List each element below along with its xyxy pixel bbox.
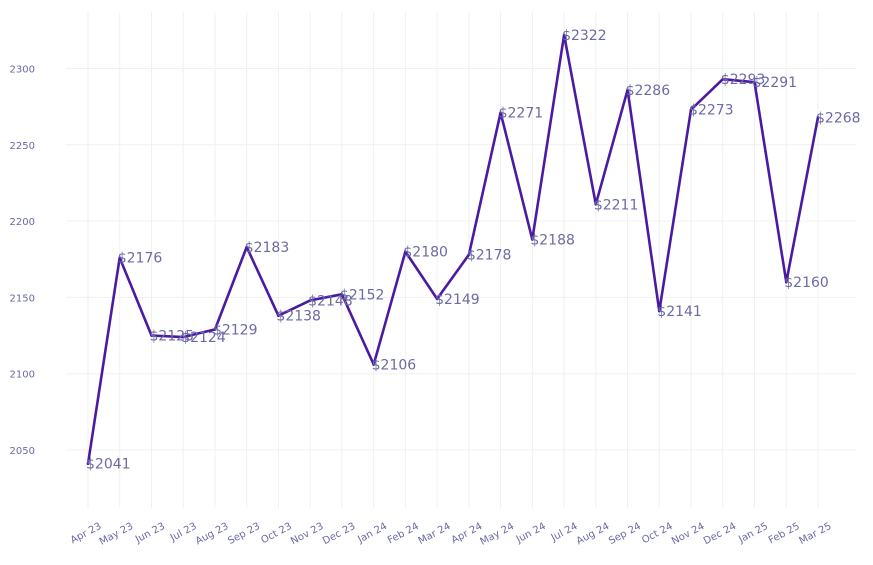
data-point [308, 299, 312, 302]
x-tick-label: Apr 23 [69, 521, 103, 546]
data-label: $2106 [372, 358, 417, 374]
data-point [689, 108, 693, 111]
x-tick-label: Oct 24 [640, 521, 674, 546]
data-label: $2178 [467, 248, 512, 264]
data-point [340, 293, 344, 296]
data-label: $2268 [816, 110, 861, 126]
data-label: $2291 [753, 75, 798, 91]
data-point [753, 80, 756, 84]
x-tick-label: Sep 24 [607, 521, 643, 547]
data-point [181, 335, 185, 339]
data-point [245, 245, 248, 249]
data-point [150, 334, 153, 337]
y-tick-label: 2300 [10, 64, 35, 75]
data-point [531, 238, 534, 241]
data-labels: $2041 $2176 $2125$2124$2129 $2183 $2138$2148… [86, 28, 861, 473]
x-tick-label: May 24 [479, 521, 516, 548]
x-tick-label: May 23 [98, 521, 135, 548]
data-point [816, 116, 820, 119]
data-label: $2176 [118, 251, 163, 267]
y-tick-label: 2050 [10, 446, 35, 457]
data-label: $2129 [213, 322, 258, 338]
x-tick-label: Sep 23 [226, 521, 262, 547]
data-point [721, 77, 725, 81]
horizontal-gridlines [66, 67, 856, 451]
x-tick-label: Jan 24 [355, 521, 389, 546]
data-point [658, 309, 661, 313]
data-label: $2125 [149, 329, 194, 345]
data-label: $2152 [340, 287, 385, 303]
data-label: $2149 [435, 292, 480, 308]
data-point [435, 297, 439, 301]
x-tick-label: Feb 25 [767, 521, 802, 546]
data-label: $2322 [562, 28, 607, 44]
data-point [626, 88, 629, 92]
x-tick-label: Nov 24 [670, 521, 706, 547]
data-point [277, 314, 280, 318]
data-point [372, 363, 375, 366]
x-tick-label: Mar 25 [798, 521, 834, 547]
data-point [86, 462, 90, 466]
x-tick-label: Dec 23 [321, 521, 357, 547]
x-tick-label: Jan 25 [736, 521, 770, 546]
data-label: $2211 [594, 197, 639, 213]
x-tick-label: Jul 24 [549, 521, 580, 544]
y-tick-label: 2200 [10, 217, 35, 228]
data-label: $2183 [245, 240, 290, 256]
data-point [118, 256, 122, 260]
x-tick-label: Oct 23 [259, 521, 293, 546]
data-point [404, 250, 407, 253]
series-line [86, 33, 820, 466]
x-tick-label: Dec 24 [702, 521, 738, 547]
vertical-gridlines [87, 12, 819, 508]
data-label: $2160 [784, 275, 829, 291]
x-tick-label: Apr 24 [450, 521, 484, 546]
x-tick-label: Nov 23 [289, 521, 325, 547]
series-layer [86, 33, 820, 466]
x-tick-label: Aug 24 [575, 521, 611, 547]
x-tick-label: Feb 24 [386, 521, 421, 546]
y-tick-label: 2250 [10, 141, 35, 152]
data-label: $2124 [181, 330, 226, 346]
y-axis-tick-labels: 2050 2100 2150 2200 2250 2300 [10, 64, 35, 457]
data-label: $2148 [308, 293, 353, 309]
data-label: $2293 [721, 72, 766, 88]
data-label: $2286 [626, 83, 671, 99]
data-point [562, 33, 566, 37]
data-point [467, 253, 471, 256]
data-label: $2188 [530, 232, 575, 248]
data-label: $2271 [499, 106, 544, 122]
data-point [213, 328, 217, 331]
y-tick-label: 2150 [10, 293, 35, 304]
data-point [594, 202, 598, 206]
data-label: $2041 [86, 457, 131, 473]
data-label: $2273 [689, 103, 734, 119]
x-tick-label: Jun 24 [514, 521, 548, 546]
data-point [499, 111, 502, 115]
x-tick-label: Aug 23 [194, 521, 230, 547]
data-label: $2138 [276, 309, 321, 325]
x-tick-label: Mar 24 [417, 521, 453, 547]
data-label: $2141 [657, 304, 702, 320]
data-label: $2180 [403, 245, 448, 261]
y-tick-label: 2100 [10, 370, 35, 381]
data-point [784, 280, 788, 284]
x-tick-label: Jun 23 [133, 521, 167, 546]
x-tick-label: Jul 23 [168, 521, 199, 544]
